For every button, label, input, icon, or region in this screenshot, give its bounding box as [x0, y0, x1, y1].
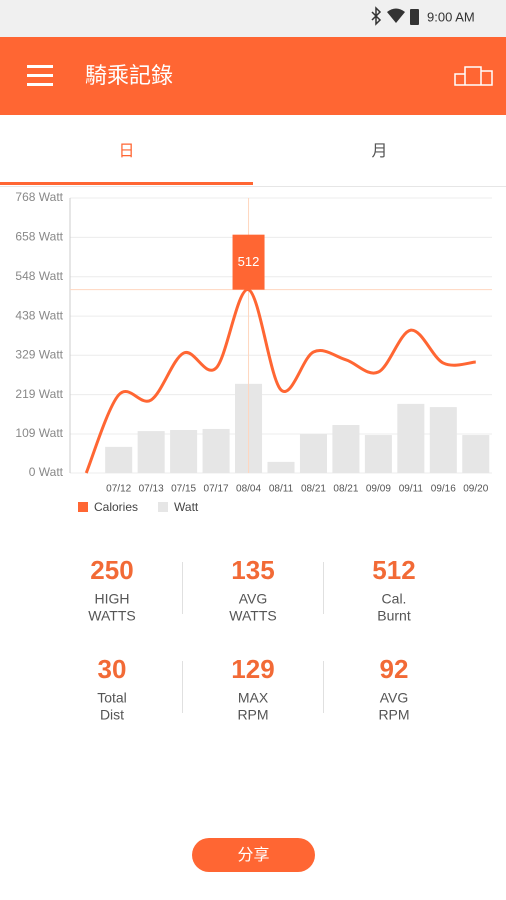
x-tick-label: 09/09 — [366, 484, 391, 495]
x-tick-label: 09/11 — [399, 484, 424, 495]
y-tick-label: 329 Watt — [15, 347, 63, 361]
app-title: 騎乘記錄 — [85, 63, 173, 88]
status-time: 9:00 AM — [427, 9, 475, 24]
stat-label: RPM — [237, 707, 268, 723]
stat-label: RPM — [378, 707, 409, 723]
stat-label: Dist — [100, 707, 124, 723]
x-tick-label: 08/04 — [236, 484, 261, 495]
menu-line — [27, 74, 53, 77]
menu-line — [27, 83, 53, 86]
bar — [429, 407, 457, 473]
x-tick-label: 07/17 — [204, 484, 229, 495]
tab-label: 日 — [118, 143, 134, 160]
x-tick-label: 07/13 — [139, 484, 164, 495]
stat-value: 512 — [372, 555, 415, 585]
stat-label: WATTS — [88, 608, 135, 624]
wifi-icon — [387, 8, 405, 23]
x-tick-label: 09/20 — [463, 484, 488, 495]
status-bar — [0, 0, 506, 37]
stat-value: 30 — [98, 654, 127, 684]
stat-label: HIGH — [95, 591, 130, 607]
chart: 0 Watt 109 Watt 219 Watt 329 Watt 438 Watt 54… — [15, 190, 492, 514]
tabs: 日月 — [0, 143, 388, 185]
legend-label: Watt — [174, 500, 199, 514]
tab-label: 月 — [371, 143, 387, 160]
bar — [105, 446, 133, 473]
stat-label: MAX — [238, 690, 269, 706]
tab-indicator — [0, 182, 253, 185]
legend-label: Calories — [94, 500, 138, 514]
y-tick-label: 219 Watt — [15, 387, 63, 401]
bar — [332, 425, 360, 473]
bar — [364, 435, 392, 473]
stat-value: 92 — [380, 654, 409, 684]
tab-divider — [0, 186, 506, 187]
stat-label: WATTS — [229, 608, 276, 624]
x-tick-label: 07/12 — [106, 484, 131, 495]
menu-line — [27, 65, 53, 68]
stat-label: Burnt — [377, 608, 411, 624]
stats: 250HIGHWATTS135AVGWATTS512Cal.Burnt30Tot… — [88, 555, 415, 723]
y-tick-label: 438 Watt — [15, 308, 63, 322]
stat-value: 135 — [231, 555, 274, 585]
y-tick-label: 109 Watt — [15, 426, 63, 440]
battery-icon — [410, 9, 419, 25]
stat-label: AVG — [380, 690, 409, 706]
share-label: 分享 — [237, 846, 269, 864]
bar — [299, 433, 327, 473]
stat-label: Total — [97, 690, 127, 706]
bar — [267, 461, 295, 473]
ranking-icon[interactable] — [454, 66, 493, 86]
bar — [170, 430, 198, 473]
stat-value: 129 — [231, 654, 274, 684]
stat-label: AVG — [239, 591, 268, 607]
x-tick-label: 08/21 — [301, 484, 326, 495]
bar — [462, 435, 490, 473]
x-tick-label: 08/21 — [333, 484, 358, 495]
legend-swatch — [78, 502, 88, 512]
tooltip-box — [232, 234, 265, 290]
share-button-bg — [192, 838, 315, 872]
x-tick-label: 09/16 — [431, 484, 456, 495]
y-tick-label: 768 Watt — [15, 190, 63, 204]
line — [84, 288, 476, 474]
stat-value: 250 — [90, 555, 133, 585]
y-tick-label: 658 Watt — [15, 230, 63, 244]
share-button[interactable]: 分享 — [192, 838, 315, 872]
y-tick-label: 548 Watt — [15, 269, 63, 283]
bar — [137, 431, 165, 473]
app-bar — [0, 37, 506, 115]
tab[interactable]: 日 — [0, 143, 253, 185]
legend-swatch — [158, 502, 169, 512]
stat-label: Cal. — [382, 591, 407, 607]
x-tick-label: 07/15 — [171, 484, 196, 495]
tooltip-text: 512 — [238, 254, 260, 269]
bar — [202, 428, 230, 473]
bar — [397, 403, 425, 473]
x-tick-label: 08/11 — [269, 484, 294, 495]
tab[interactable]: 月 — [371, 143, 387, 160]
y-tick-label: 0 Watt — [29, 465, 64, 479]
menu-button[interactable] — [27, 65, 53, 86]
bluetooth-icon — [371, 6, 382, 26]
